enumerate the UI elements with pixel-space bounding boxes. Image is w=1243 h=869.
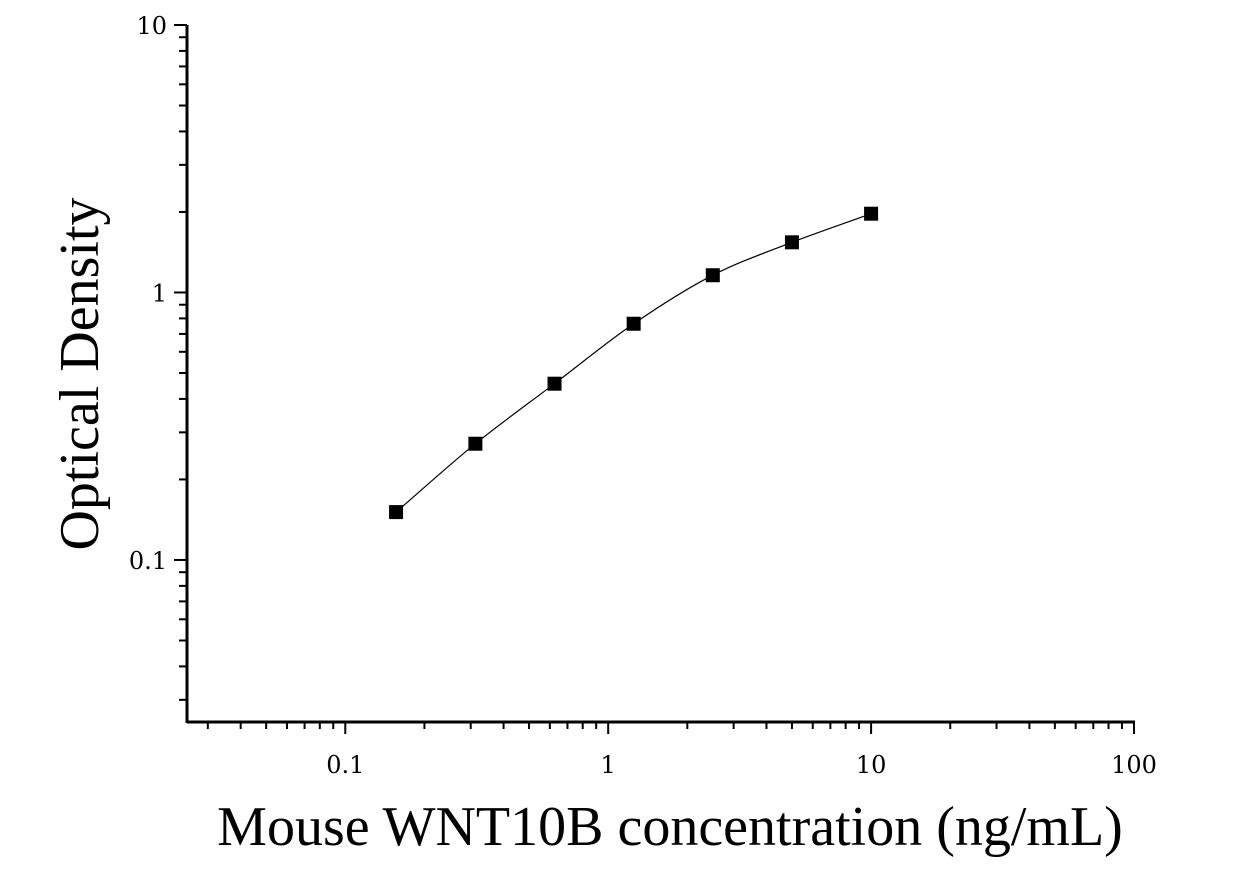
data-point (468, 436, 483, 451)
data-point (864, 206, 879, 221)
x-axis-label: Mouse WNT10B concentration (ng/mL) (217, 796, 1123, 858)
tick-labels: 0.1 1 10 100 0.1 1 10 (129, 12, 1157, 779)
data-point (784, 235, 799, 250)
x-tick-label: 0.1 (326, 751, 364, 779)
x-tick-label: 100 (1111, 751, 1157, 779)
y-tick-label: 0.1 (129, 547, 167, 575)
x-tick-label: 1 (601, 751, 616, 779)
data-point (547, 376, 562, 391)
data-point (389, 505, 404, 520)
axes (174, 24, 1135, 734)
y-tick-label: 10 (136, 12, 167, 40)
fit-curve-group (395, 213, 872, 513)
data-point (626, 316, 641, 331)
fit-curve (395, 213, 872, 513)
data-points (389, 206, 879, 520)
data-point (705, 268, 720, 283)
x-tick-label: 10 (856, 751, 887, 779)
y-tick-label: 1 (152, 279, 167, 307)
y-axis-label: Optical Density (49, 197, 111, 550)
